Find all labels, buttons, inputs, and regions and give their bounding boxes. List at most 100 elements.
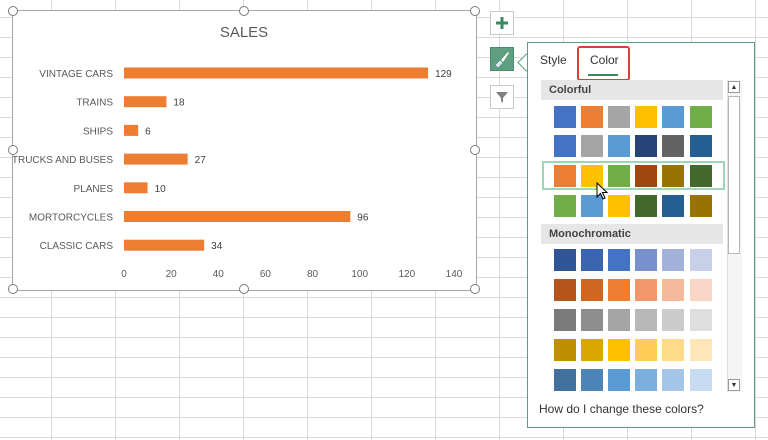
colorful-swatch[interactable] — [635, 195, 657, 217]
monochromatic-swatch[interactable] — [608, 279, 630, 301]
monochromatic-swatch[interactable] — [581, 279, 603, 301]
monochromatic-swatch[interactable] — [662, 369, 684, 391]
monochromatic-swatch[interactable] — [635, 369, 657, 391]
x-tick-label: 80 — [307, 269, 319, 280]
x-tick-label: 40 — [213, 269, 225, 280]
colorful-swatch[interactable] — [554, 106, 576, 128]
x-tick-label: 140 — [446, 269, 463, 280]
scroll-thumb[interactable] — [728, 96, 740, 254]
tab-style[interactable]: Style — [540, 53, 567, 67]
monochromatic-swatch[interactable] — [635, 279, 657, 301]
colorful-swatch[interactable] — [608, 135, 630, 157]
help-link-change-colors[interactable]: How do I change these colors? — [539, 402, 704, 416]
monochromatic-swatch[interactable] — [581, 309, 603, 331]
monochromatic-swatch[interactable] — [690, 339, 712, 361]
scroll-up-button[interactable]: ▲ — [728, 81, 740, 93]
monochromatic-swatch[interactable] — [581, 339, 603, 361]
brush-icon — [495, 52, 509, 68]
colorful-swatch[interactable] — [635, 106, 657, 128]
mouse-cursor-icon — [596, 182, 609, 200]
bar[interactable] — [124, 124, 139, 136]
bar[interactable] — [124, 153, 188, 165]
monochromatic-swatch[interactable] — [608, 369, 630, 391]
monochromatic-swatch[interactable] — [554, 279, 576, 301]
monochromatic-swatch[interactable] — [690, 309, 712, 331]
monochromatic-swatch[interactable] — [635, 249, 657, 271]
colorful-swatch[interactable] — [581, 135, 603, 157]
x-tick-label: 120 — [399, 269, 416, 280]
bar[interactable] — [124, 96, 167, 108]
resize-handle-bottom-left[interactable] — [8, 284, 18, 294]
monochromatic-swatch[interactable] — [635, 309, 657, 331]
scroll-down-button[interactable]: ▼ — [728, 379, 740, 391]
bar[interactable] — [124, 67, 429, 79]
colorful-swatch[interactable] — [690, 135, 712, 157]
colorful-swatch[interactable] — [690, 195, 712, 217]
colorful-swatch[interactable] — [635, 165, 657, 187]
funnel-icon — [496, 92, 508, 103]
category-label: TRAINS — [76, 98, 113, 109]
monochromatic-swatch[interactable] — [554, 249, 576, 271]
colorful-swatch[interactable] — [662, 135, 684, 157]
monochromatic-swatch[interactable] — [554, 309, 576, 331]
data-label: 27 — [195, 155, 207, 166]
monochromatic-swatch[interactable] — [608, 249, 630, 271]
category-label: PLANES — [74, 184, 114, 195]
monochromatic-swatch[interactable] — [581, 249, 603, 271]
monochromatic-swatch[interactable] — [635, 339, 657, 361]
colorful-swatch[interactable] — [554, 135, 576, 157]
colorful-swatch[interactable] — [581, 106, 603, 128]
resize-handle-top-right[interactable] — [470, 6, 480, 16]
monochromatic-swatch[interactable] — [608, 309, 630, 331]
monochromatic-swatch[interactable] — [690, 279, 712, 301]
colorful-swatch[interactable] — [608, 106, 630, 128]
monochromatic-swatch[interactable] — [690, 369, 712, 391]
tab-active-underline — [588, 74, 618, 76]
data-label: 34 — [211, 241, 223, 252]
colorful-swatch[interactable] — [581, 165, 603, 187]
colorful-swatch[interactable] — [635, 135, 657, 157]
x-tick-label: 100 — [351, 269, 368, 280]
monochromatic-swatch[interactable] — [608, 339, 630, 361]
resize-handle-bottom-right[interactable] — [470, 284, 480, 294]
category-label: CLASSIC CARS — [40, 241, 114, 252]
monochromatic-swatch[interactable] — [554, 339, 576, 361]
colorful-swatch[interactable] — [608, 195, 630, 217]
chart-filters-button[interactable] — [490, 85, 514, 109]
chart-styles-button[interactable] — [490, 47, 514, 71]
colorful-swatch[interactable] — [690, 106, 712, 128]
chart-area[interactable]: SALES VINTAGE CARS 129 TRAINS 18 SHIPS 6 TRUCK… — [12, 10, 477, 291]
monochromatic-swatch[interactable] — [581, 369, 603, 391]
bar[interactable] — [124, 239, 205, 251]
monochromatic-swatch[interactable] — [554, 369, 576, 391]
colorful-swatch[interactable] — [581, 195, 603, 217]
monochromatic-swatch[interactable] — [662, 309, 684, 331]
category-label: SHIPS — [83, 126, 113, 137]
colorful-swatch[interactable] — [690, 165, 712, 187]
colorful-swatch[interactable] — [554, 165, 576, 187]
data-label: 18 — [173, 98, 185, 109]
resize-handle-top-left[interactable] — [8, 6, 18, 16]
resize-handle-top[interactable] — [239, 6, 249, 16]
colorful-swatch[interactable] — [554, 195, 576, 217]
colorful-swatch[interactable] — [662, 106, 684, 128]
tab-color[interactable]: Color — [590, 53, 619, 67]
section-colorful: Colorful — [541, 80, 723, 100]
monochromatic-swatch[interactable] — [662, 279, 684, 301]
chart-title[interactable]: SALES — [220, 24, 268, 41]
resize-handle-bottom[interactable] — [239, 284, 249, 294]
resize-handle-right[interactable] — [470, 145, 480, 155]
colorful-swatch[interactable] — [608, 165, 630, 187]
monochromatic-swatch[interactable] — [662, 249, 684, 271]
colorful-swatch[interactable] — [662, 195, 684, 217]
bar[interactable] — [124, 211, 351, 222]
data-label: 10 — [155, 184, 167, 195]
data-label: 6 — [145, 126, 151, 137]
add-chart-element-button[interactable] — [490, 11, 514, 35]
bar[interactable] — [124, 182, 148, 194]
monochromatic-swatch[interactable] — [662, 339, 684, 361]
resize-handle-left[interactable] — [8, 145, 18, 155]
category-label: MORTORCYCLES — [29, 213, 113, 224]
monochromatic-swatch[interactable] — [690, 249, 712, 271]
colorful-swatch[interactable] — [662, 165, 684, 187]
